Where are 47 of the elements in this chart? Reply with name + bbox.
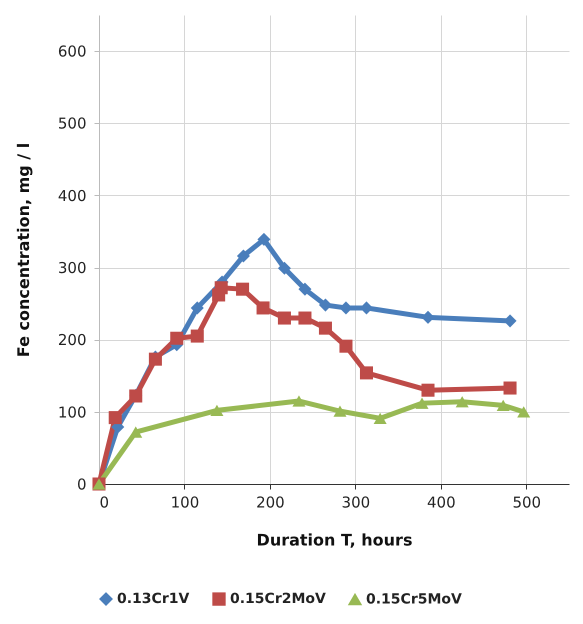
y-tick-label: 500	[58, 114, 86, 133]
point	[360, 366, 373, 380]
point	[421, 384, 435, 397]
point	[190, 301, 204, 314]
point	[170, 332, 184, 345]
y-tick-label: 100	[58, 403, 86, 422]
point	[416, 398, 429, 409]
point	[333, 405, 346, 417]
y-tick-label: 0	[76, 476, 86, 494]
legend-label: 0.15Cr2MoV	[230, 591, 326, 608]
x-tick-label: 500	[512, 494, 542, 512]
x-tick-label: 300	[342, 494, 370, 512]
point	[190, 330, 204, 343]
x-tick-label: 200	[256, 494, 285, 512]
point	[278, 262, 291, 275]
point	[108, 411, 122, 424]
point	[210, 404, 224, 416]
y-axis-title: Fe concentration, mg / l	[14, 142, 33, 358]
point	[256, 301, 270, 314]
point	[298, 282, 312, 296]
point	[339, 340, 352, 353]
point	[236, 282, 250, 296]
y-tick-label: 200	[58, 331, 86, 350]
legend-label: 0.15Cr5MoV	[366, 591, 462, 608]
point	[496, 400, 510, 411]
point	[504, 314, 517, 328]
legend-label: 0.13Cr1V	[117, 591, 190, 608]
point	[517, 406, 530, 418]
y-tick-label: 300	[58, 259, 86, 278]
point	[214, 281, 228, 294]
x-tick-label: 0	[100, 494, 110, 512]
point	[129, 426, 142, 438]
point	[298, 312, 312, 325]
x-axis-title: Duration T, hours	[256, 530, 412, 550]
y-tick-label: 400	[58, 186, 86, 205]
point	[278, 312, 291, 325]
x-tick-label: 100	[170, 494, 200, 512]
x-tick-label: 400	[427, 494, 456, 512]
point	[318, 322, 332, 335]
point	[236, 249, 250, 263]
y-tick-label: 600	[58, 42, 86, 61]
point	[257, 232, 270, 246]
point	[318, 298, 332, 312]
point	[504, 382, 517, 395]
point	[456, 396, 469, 408]
point	[292, 395, 306, 407]
point	[374, 412, 387, 424]
